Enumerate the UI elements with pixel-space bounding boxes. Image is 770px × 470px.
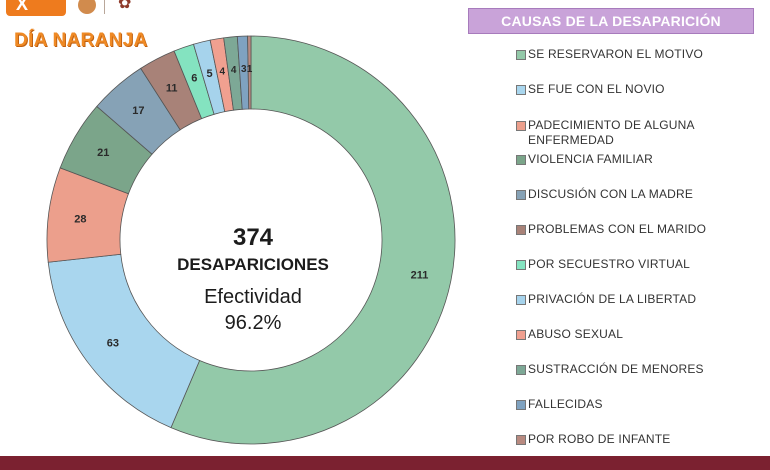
slice-value-label: 17 (132, 105, 144, 117)
effectiveness: Efectividad 96.2% (166, 284, 340, 336)
page-badge-title: DÍA NARANJA (14, 30, 148, 51)
slice-value-label: 28 (74, 213, 86, 225)
legend-swatch (516, 190, 526, 200)
logo-divider (104, 0, 105, 14)
slice-value-label: 1 (247, 64, 253, 75)
legend-swatch (516, 155, 526, 165)
legend-title: CAUSAS DE LA DESAPARICIÓN (468, 8, 754, 34)
legend-label: VIOLENCIA FAMILIAR (528, 152, 653, 166)
legend-swatch (516, 365, 526, 375)
effectiveness-label: Efectividad (204, 286, 302, 308)
legend-swatch (516, 295, 526, 305)
legend-label: POR ROBO DE INFANTE (528, 432, 671, 446)
legend-label: PRIVACIÓN DE LA LIBERTAD (528, 292, 697, 306)
legend-label: PADECIMIENTO DE ALGUNA ENFERMEDAD (528, 118, 694, 147)
legend-swatch (516, 260, 526, 270)
slice-1 (170, 35, 456, 445)
slice-value-label: 211 (411, 269, 429, 281)
legend-swatch (516, 85, 526, 95)
legend-label: SE FUE CON EL NOVIO (528, 82, 665, 96)
slice-2 (47, 253, 201, 429)
legend-label: DISCUSIÓN CON LA MADRE (528, 187, 694, 201)
legend-swatch (516, 225, 526, 235)
flower-emblem-icon: ✿ (118, 0, 132, 12)
legend-swatch (516, 400, 526, 410)
legend-swatch (516, 435, 526, 445)
chart-slices (46, 35, 456, 445)
legend-label: POR SECUESTRO VIRTUAL (528, 257, 691, 271)
total-count: 374 (232, 224, 274, 251)
slice-value-label: 3 (241, 64, 247, 75)
legend-label: ABUSO SEXUAL (528, 327, 624, 341)
slice-value-label: 4 (219, 66, 225, 77)
crest-icon (78, 0, 96, 14)
slice-value-label: 4 (231, 65, 237, 76)
legend-swatch (516, 50, 526, 60)
legend-label: FALLECIDAS (528, 397, 603, 411)
effectiveness-value: 96.2% (224, 312, 282, 334)
brand-logo: X (6, 0, 66, 16)
brand-logo-text: X (16, 0, 29, 14)
legend-swatch (516, 330, 526, 340)
slice-value-label: 63 (107, 337, 119, 349)
footer-band (0, 456, 770, 470)
slice-value-label: 11 (166, 82, 178, 94)
legend-swatch (516, 121, 526, 131)
slice-value-label: 5 (206, 68, 212, 80)
slice-value-label: 21 (97, 147, 109, 159)
legend-label: SE RESERVARON EL MOTIVO (528, 47, 704, 61)
legend-label: SUSTRACCIÓN DE MENORES (528, 362, 704, 376)
slice-12 (247, 35, 252, 110)
total-label: DESAPARICIONES (177, 255, 329, 274)
slice-value-label: 6 (191, 73, 197, 85)
header-logos: X ✿ (0, 0, 220, 18)
legend-label: PROBLEMAS CON EL MARIDO (528, 222, 707, 236)
